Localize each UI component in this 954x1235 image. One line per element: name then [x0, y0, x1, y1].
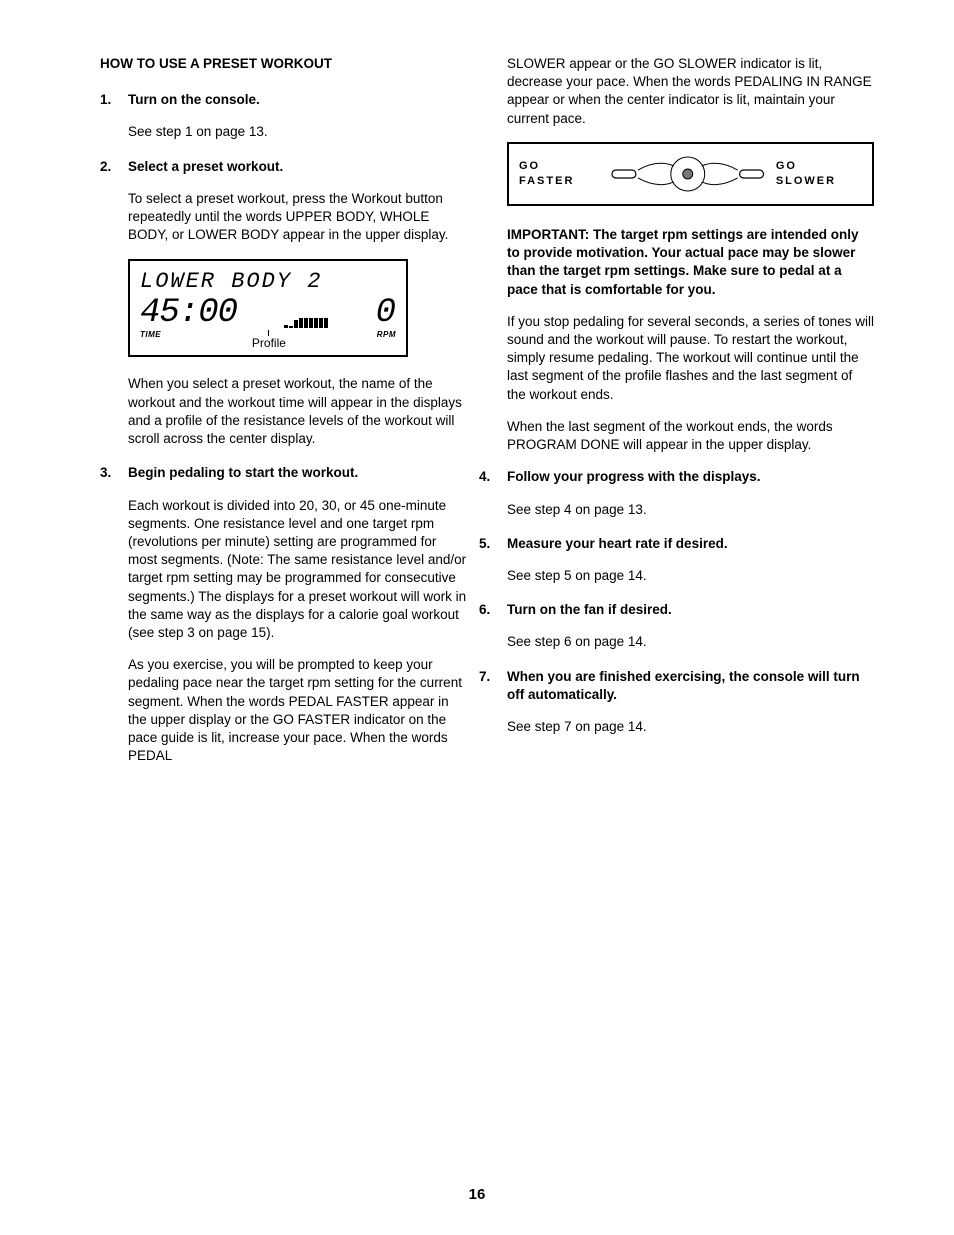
- go-slower-label: GO SLOWER: [776, 159, 862, 189]
- lcd-time-value: 45:00: [140, 296, 237, 330]
- step-body-text: See step 6 on page 14.: [507, 633, 874, 651]
- step-body-text: See step 4 on page 13.: [507, 501, 874, 519]
- section-title: HOW TO USE A PRESET WORKOUT: [100, 55, 467, 73]
- step-7: 7. When you are finished exercising, the…: [507, 668, 874, 737]
- step-body-text: Each workout is divided into 20, 30, or …: [128, 497, 467, 643]
- step-title: Begin pedaling to start the workout.: [128, 464, 358, 482]
- lcd-workout-name: LOWER BODY 2: [140, 267, 396, 297]
- lcd-display-figure: LOWER BODY 2 45:00 0 TIME Profile RPM: [128, 259, 408, 358]
- step-title: Turn on the fan if desired.: [507, 601, 672, 619]
- step-2: 2. Select a preset workout. To select a …: [100, 158, 467, 449]
- step-4: 4. Follow your progress with the display…: [507, 468, 874, 518]
- step-title: Follow your progress with the displays.: [507, 468, 761, 486]
- lcd-time-label: TIME: [140, 330, 161, 351]
- step-body-text: To select a preset workout, press the Wo…: [128, 190, 467, 245]
- lcd-profile-bars: [284, 312, 328, 330]
- step-body-text: As you exercise, you will be prompted to…: [128, 656, 467, 765]
- lcd-rpm-label: RPM: [377, 330, 396, 351]
- page-number: 16: [0, 1185, 954, 1205]
- important-note: IMPORTANT: The target rpm settings are i…: [507, 226, 874, 299]
- step-body-text: See step 7 on page 14.: [507, 718, 874, 736]
- step-title: Turn on the console.: [128, 91, 260, 109]
- step-body-text: See step 5 on page 14.: [507, 567, 874, 585]
- step-number: 2.: [100, 158, 128, 176]
- step-body-text: If you stop pedaling for several seconds…: [507, 313, 874, 404]
- step-body-text: When you select a preset workout, the na…: [128, 375, 467, 448]
- step-body-text-continued: SLOWER appear or the GO SLOWER indicator…: [507, 55, 874, 128]
- step-number: 3.: [100, 464, 128, 482]
- lcd-rpm-value: 0: [376, 296, 396, 330]
- pace-guide-icon: [608, 156, 768, 192]
- pace-guide-figure: GO FASTER GO SLOWER: [507, 142, 874, 206]
- step-6: 6. Turn on the fan if desired. See step …: [507, 601, 874, 651]
- step-number: 4.: [479, 468, 507, 486]
- step-1: 1. Turn on the console. See step 1 on pa…: [100, 91, 467, 141]
- go-faster-label: GO FASTER: [519, 159, 600, 189]
- step-3: 3. Begin pedaling to start the workout. …: [100, 464, 467, 765]
- lcd-profile-label: Profile: [252, 336, 286, 350]
- step-title: When you are finished exercising, the co…: [507, 668, 874, 704]
- step-5: 5. Measure your heart rate if desired. S…: [507, 535, 874, 585]
- step-title: Measure your heart rate if desired.: [507, 535, 728, 553]
- step-number: 1.: [100, 91, 128, 109]
- step-number: 6.: [479, 601, 507, 619]
- step-number: 5.: [479, 535, 507, 553]
- step-title: Select a preset workout.: [128, 158, 283, 176]
- step-number: 7.: [479, 668, 507, 704]
- step-body-text: When the last segment of the workout end…: [507, 418, 874, 454]
- step-body-text: See step 1 on page 13.: [128, 123, 467, 141]
